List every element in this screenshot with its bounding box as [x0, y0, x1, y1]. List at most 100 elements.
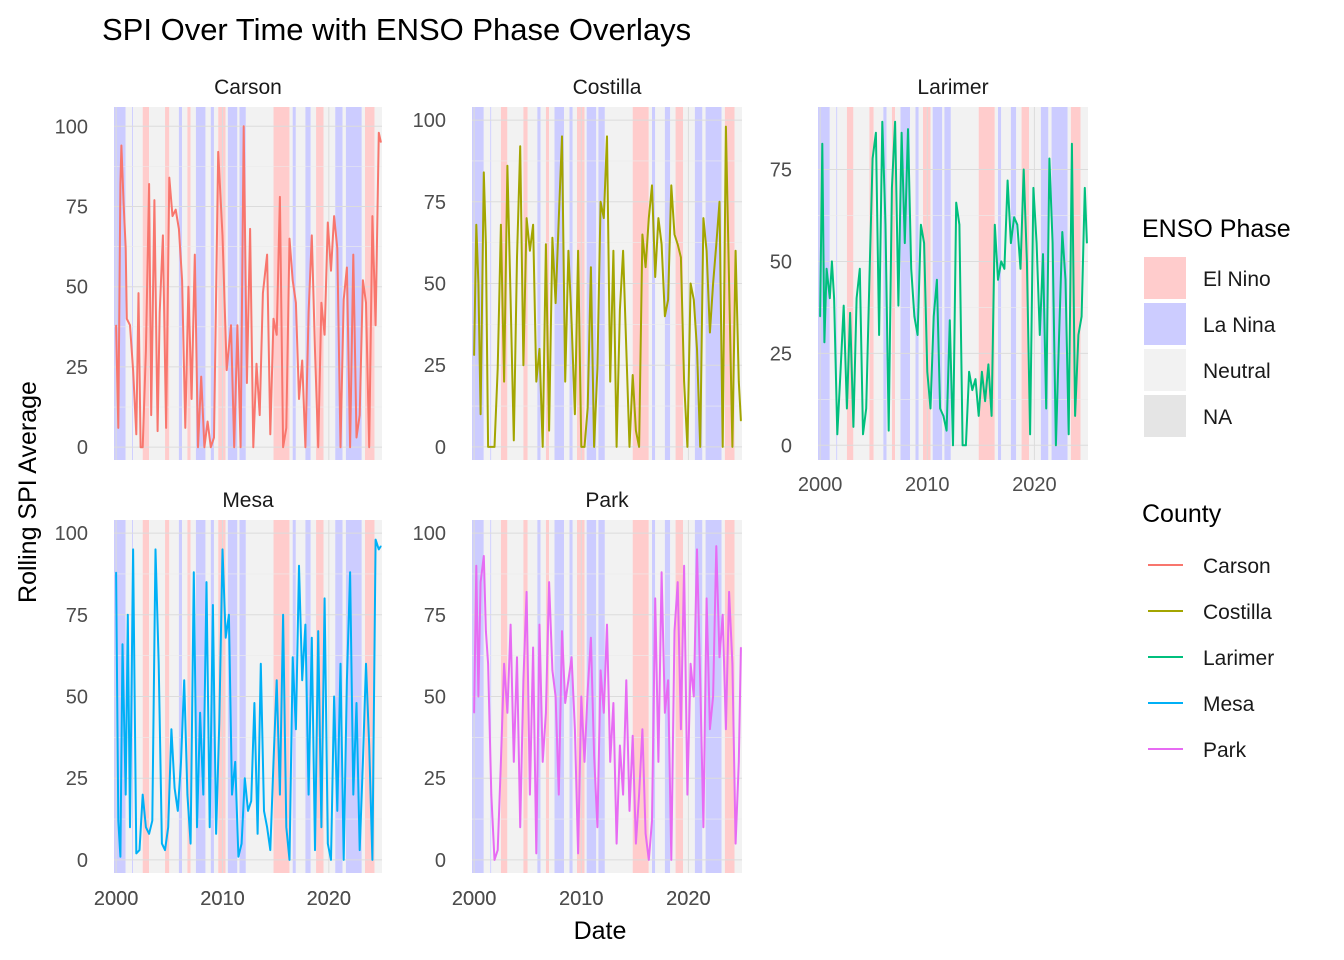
data-point: [1039, 334, 1041, 336]
enso-legend-label: NA: [1203, 406, 1232, 429]
x-tick-label: 2020: [666, 888, 711, 910]
data-point: [583, 446, 586, 448]
data-point: [263, 810, 265, 812]
data-point: [119, 183, 121, 185]
data-point: [635, 842, 637, 845]
data-point: [638, 446, 640, 448]
data-point: [234, 761, 236, 763]
data-point: [683, 565, 685, 567]
data-point: [718, 656, 721, 658]
data-point: [920, 224, 922, 226]
data-point: [161, 842, 163, 845]
data-point: [1026, 260, 1028, 263]
data-point: [728, 591, 730, 593]
enso-band: [149, 107, 166, 460]
data-point: [246, 382, 248, 384]
data-point: [1032, 187, 1034, 189]
data-point: [558, 793, 560, 796]
y-axis-title: Rolling SPI Average: [14, 381, 42, 603]
data-point: [958, 224, 961, 226]
data-point: [477, 695, 480, 698]
data-point: [699, 446, 701, 448]
series-line-costilla: [473, 125, 742, 448]
data-point: [548, 429, 550, 432]
data-point: [1019, 268, 1022, 270]
enso-band: [182, 107, 188, 460]
data-point: [282, 446, 284, 448]
data-point: [680, 728, 682, 730]
data-point: [583, 761, 586, 763]
data-point: [702, 826, 705, 828]
data-point: [483, 171, 485, 173]
data-point: [667, 299, 669, 301]
data-point: [686, 793, 688, 796]
data-point: [132, 369, 134, 371]
data-point: [194, 254, 196, 256]
data-point: [142, 446, 144, 448]
data-point: [561, 135, 563, 138]
data-point: [962, 444, 964, 446]
data-point: [218, 722, 220, 724]
data-point: [497, 367, 499, 370]
data-point: [590, 266, 592, 268]
x-tick-label: 2020: [307, 888, 352, 910]
data-point: [689, 663, 692, 665]
facet-label: Costilla: [573, 76, 642, 99]
enso-band: [1021, 107, 1030, 460]
data-point: [138, 849, 141, 851]
facet-label: Mesa: [222, 489, 274, 512]
data-point: [368, 446, 370, 448]
x-tick-label: 2020: [1012, 474, 1057, 496]
data-point: [625, 679, 627, 681]
data-point: [632, 735, 634, 737]
data-point: [490, 793, 492, 796]
data-point: [203, 446, 205, 448]
data-point: [567, 250, 570, 252]
data-point: [162, 234, 164, 236]
data-point: [279, 793, 281, 796]
data-point: [145, 350, 147, 352]
data-point: [200, 375, 202, 378]
enso-band: [1070, 107, 1081, 460]
enso-band: [837, 107, 847, 460]
data-point: [1084, 187, 1086, 189]
data-point: [164, 849, 166, 851]
enso-band: [1001, 107, 1011, 460]
data-point: [174, 787, 176, 789]
enso-band: [883, 107, 887, 460]
enso-band: [886, 107, 892, 460]
enso-band: [900, 107, 911, 460]
data-point: [984, 400, 986, 402]
data-point: [852, 426, 854, 428]
data-point: [241, 842, 243, 845]
data-point: [881, 121, 883, 123]
data-point: [129, 324, 131, 326]
enso-band: [918, 107, 923, 460]
y-tick-label: 100: [413, 110, 446, 132]
data-point: [529, 250, 531, 252]
data-point: [135, 433, 137, 435]
data-point: [715, 545, 717, 547]
data-point: [587, 407, 589, 409]
enso-band: [195, 107, 206, 460]
data-point: [981, 371, 983, 373]
data-point: [153, 199, 156, 201]
data-point: [493, 859, 496, 861]
data-point: [532, 646, 534, 649]
data-point: [125, 793, 127, 796]
data-point: [971, 389, 973, 391]
data-point: [339, 663, 342, 665]
chart-title: SPI Over Time with ENSO Phase Overlays: [102, 12, 691, 47]
data-point: [371, 859, 374, 861]
data-point: [619, 744, 621, 747]
data-point: [301, 359, 303, 362]
data-point: [1045, 407, 1047, 410]
data-point: [311, 637, 313, 639]
data-point: [475, 224, 477, 226]
data-point: [522, 364, 525, 366]
data-point: [526, 217, 528, 219]
data-point: [731, 663, 733, 665]
enso-band: [225, 107, 228, 460]
data-point: [888, 429, 890, 432]
data-point: [485, 630, 487, 632]
